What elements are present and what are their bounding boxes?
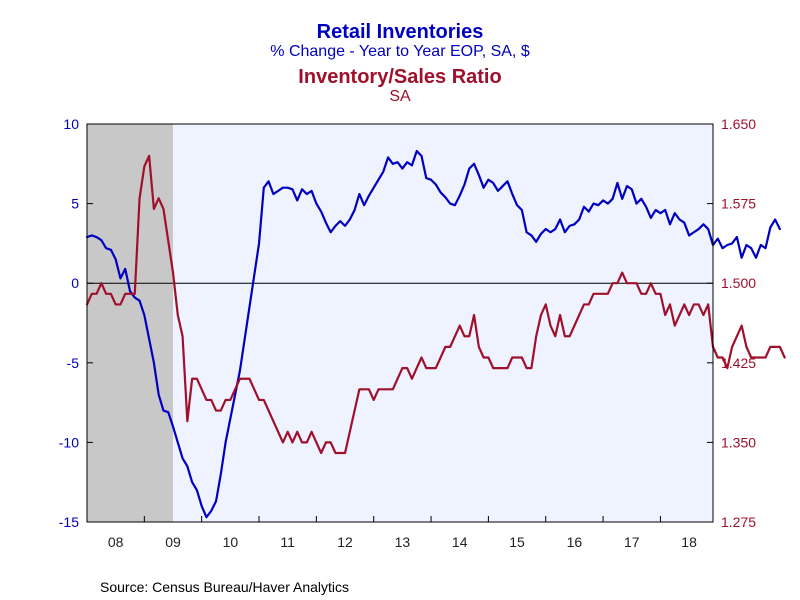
right-axis-tick-label: 1.350 xyxy=(721,434,756,450)
x-axis-tick-label: 13 xyxy=(395,534,411,550)
retail-inventories-line xyxy=(85,149,781,519)
x-axis-tick-label: 14 xyxy=(452,534,468,550)
left-axis-tick-label: 0 xyxy=(71,275,79,291)
left-axis-tick-label: -10 xyxy=(59,434,79,450)
secondary-title: Inventory/Sales Ratio xyxy=(298,66,501,88)
secondary-subtitle: SA xyxy=(389,88,411,105)
plot-frame xyxy=(86,123,714,523)
x-axis-tick-label: 10 xyxy=(223,534,239,550)
x-axis-tick-label: 11 xyxy=(280,534,295,550)
right-axis-tick-label: 1.425 xyxy=(721,355,756,371)
x-axis-tick-label: 16 xyxy=(567,534,583,550)
x-axis-tick-label: 18 xyxy=(681,534,697,550)
x-axis-tick-label: 08 xyxy=(108,534,124,550)
right-axis-tick-label: 1.275 xyxy=(721,514,756,530)
chart-series-group xyxy=(85,149,786,519)
x-axis-tick-label: 12 xyxy=(337,534,353,550)
right-axis-tick-label: 1.575 xyxy=(721,196,756,212)
chart-subtitle: % Change - Year to Year EOP, SA, $ xyxy=(270,43,530,60)
left-axis-tick-label: 10 xyxy=(63,116,79,132)
recession-shade xyxy=(87,124,174,522)
chart-plot-background xyxy=(87,124,713,522)
left-axis-tick-label: 5 xyxy=(71,196,79,212)
chart-axes: 10 5 0 -5 -10 -15 1.650 1.575 1.500 1.425 1.350 1.2… xyxy=(59,116,756,550)
right-axis-tick-label: 1.500 xyxy=(721,275,756,291)
x-axis-tick-label: 15 xyxy=(509,534,525,550)
right-axis-tick-label: 1.650 xyxy=(721,116,756,132)
left-axis-tick-label: -15 xyxy=(59,514,79,530)
left-axis-tick-label: -5 xyxy=(67,355,80,371)
source-note: Source: Census Bureau/Haver Analytics xyxy=(100,579,349,595)
inventory-sales-ratio-line xyxy=(85,154,786,455)
chart-title: Retail Inventories xyxy=(317,21,484,43)
x-axis-tick-label: 17 xyxy=(624,534,640,550)
x-axis-tick-label: 09 xyxy=(165,534,181,550)
